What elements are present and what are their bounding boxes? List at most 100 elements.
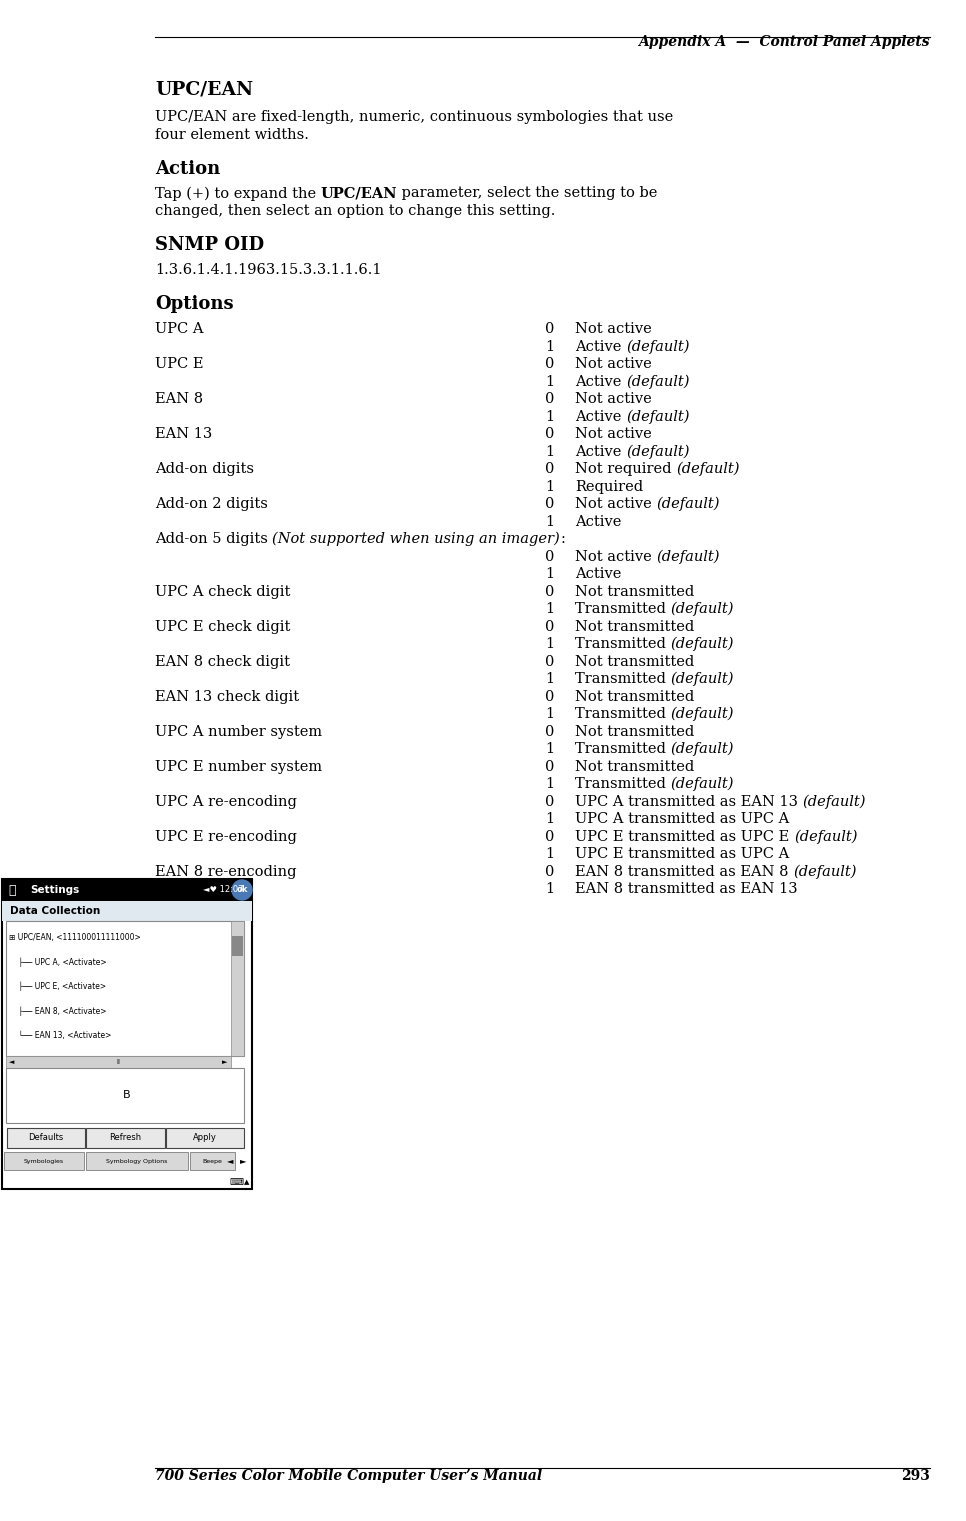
Text: Beepe: Beepe xyxy=(203,1159,222,1164)
Text: (default): (default) xyxy=(670,707,734,721)
Text: 1: 1 xyxy=(545,812,554,826)
Text: 1: 1 xyxy=(545,444,554,458)
Text: Not required: Not required xyxy=(575,462,676,476)
Text: ►: ► xyxy=(240,1156,246,1165)
Text: UPC E: UPC E xyxy=(155,357,204,371)
Text: (default): (default) xyxy=(626,374,690,389)
Text: 0: 0 xyxy=(545,357,554,371)
Text: UPC A transmitted as EAN 13: UPC A transmitted as EAN 13 xyxy=(575,794,803,809)
Text: Add-on 2 digits: Add-on 2 digits xyxy=(155,497,268,511)
Bar xyxy=(232,935,243,957)
Text: (default): (default) xyxy=(656,549,720,564)
Text: Not active: Not active xyxy=(575,322,652,336)
Text: (default): (default) xyxy=(670,742,734,756)
Text: Add-on 5 digits: Add-on 5 digits xyxy=(155,532,272,546)
Text: Defaults: Defaults xyxy=(29,1133,64,1142)
Bar xyxy=(165,1129,244,1148)
Text: 0: 0 xyxy=(545,427,554,441)
Text: 0: 0 xyxy=(545,549,554,563)
Text: Transmitted: Transmitted xyxy=(575,672,670,686)
Text: 1: 1 xyxy=(545,602,554,616)
Text: four element widths.: four element widths. xyxy=(155,128,309,141)
Text: UPC E check digit: UPC E check digit xyxy=(155,619,291,634)
Text: EAN 8 transmitted as EAN 13: EAN 8 transmitted as EAN 13 xyxy=(575,882,798,896)
Text: Active: Active xyxy=(575,514,621,528)
Text: 1: 1 xyxy=(545,882,554,896)
Text: (Not supported when using an imager): (Not supported when using an imager) xyxy=(272,532,560,546)
Circle shape xyxy=(232,881,252,900)
Text: changed, then select an option to change this setting.: changed, then select an option to change… xyxy=(155,204,555,218)
Text: (default): (default) xyxy=(670,777,734,791)
Text: (default): (default) xyxy=(626,409,690,424)
Bar xyxy=(86,1151,188,1170)
Text: UPC/EAN are fixed-length, numeric, continuous symbologies that use: UPC/EAN are fixed-length, numeric, conti… xyxy=(155,110,673,125)
Text: Not active: Not active xyxy=(575,392,652,406)
Text: EAN 13: EAN 13 xyxy=(155,427,213,441)
Text: 0: 0 xyxy=(545,864,554,879)
Text: (default): (default) xyxy=(676,462,740,476)
Text: 0: 0 xyxy=(545,654,554,669)
Text: UPC A transmitted as UPC A: UPC A transmitted as UPC A xyxy=(575,812,789,826)
Text: (default): (default) xyxy=(626,444,690,459)
Text: UPC E number system: UPC E number system xyxy=(155,759,322,774)
Text: Data Collection: Data Collection xyxy=(10,907,100,916)
Text: Not active: Not active xyxy=(575,497,656,511)
Text: UPC A number system: UPC A number system xyxy=(155,724,322,739)
Text: Appendix A  —  Control Panel Applets: Appendix A — Control Panel Applets xyxy=(639,35,930,49)
Text: 1: 1 xyxy=(545,514,554,528)
Text: 0: 0 xyxy=(545,724,554,739)
Text: 1: 1 xyxy=(545,479,554,493)
Text: Apply: Apply xyxy=(193,1133,216,1142)
Text: Tap (+) to expand the: Tap (+) to expand the xyxy=(155,187,321,201)
Text: UPC A re-encoding: UPC A re-encoding xyxy=(155,794,297,809)
Text: Transmitted: Transmitted xyxy=(575,707,670,721)
Bar xyxy=(86,1129,164,1148)
Text: 0: 0 xyxy=(545,794,554,809)
Text: 700 Series Color Mobile Computer User’s Manual: 700 Series Color Mobile Computer User’s … xyxy=(155,1469,542,1483)
Text: EAN 8 re-encoding: EAN 8 re-encoding xyxy=(155,864,297,879)
Text: 1: 1 xyxy=(545,374,554,388)
Text: UPC E re-encoding: UPC E re-encoding xyxy=(155,829,297,844)
Text: UPC/EAN: UPC/EAN xyxy=(321,187,397,201)
Text: ok: ok xyxy=(237,885,247,894)
Text: 1: 1 xyxy=(545,742,554,756)
Text: ├── UPC E, <Activate>: ├── UPC E, <Activate> xyxy=(9,981,106,992)
Bar xyxy=(2,879,252,1189)
Text: ◄: ◄ xyxy=(10,1059,14,1065)
Text: EAN 8: EAN 8 xyxy=(155,392,203,406)
Text: parameter, select the setting to be: parameter, select the setting to be xyxy=(397,187,658,201)
Text: ⊞ UPC/EAN, <111100011111000>: ⊞ UPC/EAN, <111100011111000> xyxy=(9,932,141,941)
Text: EAN 13 check digit: EAN 13 check digit xyxy=(155,689,299,704)
Bar xyxy=(2,879,252,900)
Text: 1: 1 xyxy=(545,637,554,651)
Text: Transmitted: Transmitted xyxy=(575,777,670,791)
Text: (default): (default) xyxy=(656,497,720,511)
Text: Not transmitted: Not transmitted xyxy=(575,759,695,774)
Text: II: II xyxy=(117,1059,121,1065)
Text: 0: 0 xyxy=(545,392,554,406)
Text: ├── UPC A, <Activate>: ├── UPC A, <Activate> xyxy=(9,957,106,966)
Text: Not transmitted: Not transmitted xyxy=(575,724,695,739)
Text: UPC E transmitted as UPC A: UPC E transmitted as UPC A xyxy=(575,847,789,861)
Bar xyxy=(4,1151,84,1170)
Text: (default): (default) xyxy=(670,672,734,686)
Text: Not active: Not active xyxy=(575,549,656,563)
Text: 1: 1 xyxy=(545,707,554,721)
Text: 0: 0 xyxy=(545,497,554,511)
Text: Symbology Options: Symbology Options xyxy=(106,1159,168,1164)
Text: UPC A: UPC A xyxy=(155,322,204,336)
Text: Not transmitted: Not transmitted xyxy=(575,654,695,669)
Text: ◄: ◄ xyxy=(227,1156,233,1165)
Text: Not active: Not active xyxy=(575,357,652,371)
Text: Transmitted: Transmitted xyxy=(575,637,670,651)
Text: 0: 0 xyxy=(545,759,554,774)
Text: Not active: Not active xyxy=(575,427,652,441)
Text: 1: 1 xyxy=(545,409,554,423)
Text: 1: 1 xyxy=(545,672,554,686)
Text: Action: Action xyxy=(155,160,220,178)
Text: ◄♥ 12:07: ◄♥ 12:07 xyxy=(204,885,244,894)
Text: ▲: ▲ xyxy=(244,1179,249,1185)
Bar xyxy=(2,900,252,922)
Text: (default): (default) xyxy=(670,602,734,616)
Text: 293: 293 xyxy=(901,1469,930,1483)
